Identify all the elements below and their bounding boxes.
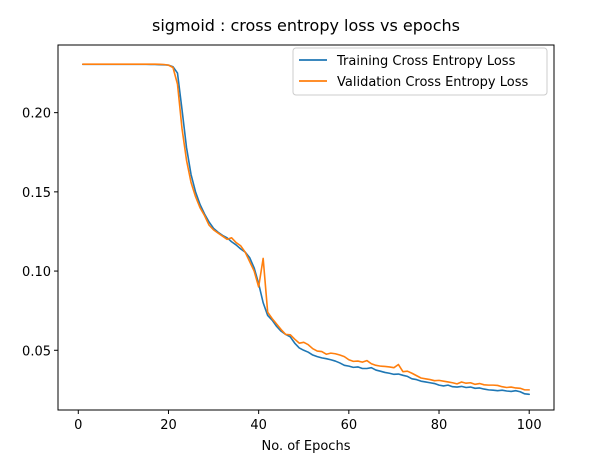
axes-group: 0 20 40 60 80 100 0.05 0.10 0.15 0.20 [22,44,555,433]
x-tick-label: 0 [74,418,82,433]
x-tick-label: 80 [431,418,448,433]
x-axis-title: No. of Epochs [262,439,351,454]
legend: Training Cross Entropy Loss Validation Cr… [292,47,548,96]
x-tick-label: 40 [250,418,267,433]
series-group [82,63,531,396]
legend-label-validation: Validation Cross Entropy Loss [337,75,528,90]
chart-title: sigmoid : cross entropy loss vs epochs [152,16,460,35]
legend-label-training: Training Cross Entropy Loss [336,54,516,69]
y-tick-label: 0.05 [22,344,51,359]
x-tick-label: 20 [160,418,177,433]
y-tick-label: 0.15 [22,186,51,201]
plot-frame [57,44,555,411]
series-line-validation [82,63,531,391]
y-tick-label: 0.20 [22,107,51,122]
x-tick-label: 100 [517,418,542,433]
x-tick-label: 60 [341,418,358,433]
legend-box [292,47,548,96]
y-tick-label: 0.10 [22,265,51,280]
